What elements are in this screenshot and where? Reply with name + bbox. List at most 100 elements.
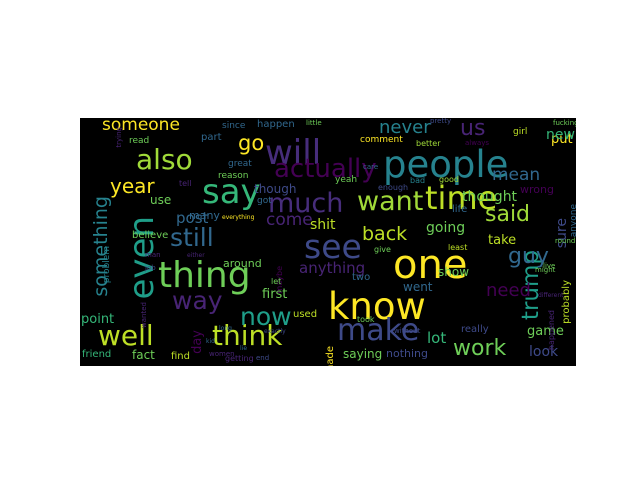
word-lot: lot <box>427 329 447 347</box>
word-though: though <box>254 182 297 196</box>
word-around: around <box>223 257 262 270</box>
word-us: us <box>460 118 486 141</box>
word-reason: reason <box>218 171 249 181</box>
word-least: least <box>448 243 468 252</box>
word-long: long <box>219 325 232 332</box>
word-many: many <box>189 209 220 222</box>
word-wrong: wrong <box>520 183 554 196</box>
word-care: care <box>363 163 379 171</box>
word-come: come <box>266 210 313 230</box>
word-show: show <box>438 265 470 279</box>
word-actually: actually <box>274 154 377 184</box>
word-trying: trying <box>115 127 123 148</box>
word-job: job <box>145 264 156 272</box>
word-mean: mean <box>492 165 541 185</box>
word-work: work <box>453 336 507 361</box>
word-really: really <box>461 324 489 335</box>
word-lie: lie <box>240 345 248 352</box>
word-said: said <box>485 202 531 227</box>
word-find: find <box>171 351 190 362</box>
word-took: took <box>357 315 375 324</box>
word-without: without <box>394 327 421 335</box>
word-probably: probably <box>561 280 572 324</box>
word-see: see <box>304 227 362 266</box>
word-never: never <box>379 118 431 138</box>
word-nothing: nothing <box>386 347 428 360</box>
word-go: go <box>238 131 265 155</box>
word-getting: getting <box>225 354 254 363</box>
word-might: might <box>535 266 556 274</box>
word-take: take <box>488 233 517 248</box>
word-well: well <box>98 319 154 352</box>
word-say: say <box>202 172 261 212</box>
word-thought: thought <box>462 189 518 205</box>
word-point: point <box>81 312 115 327</box>
word-women: women <box>209 350 235 358</box>
word-got: got <box>257 196 272 206</box>
word-better: better <box>416 139 441 148</box>
word-fact: fact <box>132 348 155 362</box>
word-went: went <box>403 280 433 294</box>
word-exactly: exactly <box>264 328 286 335</box>
word-someone: someone <box>102 118 180 135</box>
word-good: good <box>439 175 459 184</box>
word-first: first <box>262 287 288 302</box>
word-use: use <box>150 193 172 207</box>
word-different: different <box>538 292 564 299</box>
word-know: know <box>328 285 426 328</box>
word-friend: friend <box>82 349 112 360</box>
word-year: year <box>110 174 155 198</box>
word-wanted: wanted <box>140 302 148 328</box>
word-day: day <box>190 330 205 354</box>
word-since: since <box>222 121 246 131</box>
word-end: end <box>256 354 270 362</box>
word-comment: comment <box>360 135 403 145</box>
word-cloud: people one know time thing say even will see make… <box>80 118 576 366</box>
word-live: live <box>543 262 556 270</box>
word-happened: happened <box>547 310 556 351</box>
word-everything: everything <box>222 214 255 221</box>
word-little: little <box>306 119 322 127</box>
word-anyone: anyone <box>569 204 576 238</box>
word-believe: believe <box>132 230 169 241</box>
word-people: people <box>383 143 509 186</box>
word-give: give <box>374 245 391 254</box>
word-look: look <box>529 344 559 360</box>
word-either: either <box>187 252 205 259</box>
word-game: game <box>527 324 564 339</box>
word-two: two <box>352 272 371 283</box>
word-girl: girl <box>513 127 528 137</box>
word-great: great <box>228 159 252 169</box>
word-thing: thing <box>158 255 251 296</box>
word-fucking: fucking <box>553 119 576 127</box>
word-saying: saying <box>343 347 383 361</box>
word-shit: shit <box>310 217 336 233</box>
word-back: back <box>362 223 408 245</box>
word-also: also <box>136 143 193 176</box>
word-read: read <box>129 136 150 146</box>
word-want: want <box>357 186 424 217</box>
word-now: now <box>240 302 292 331</box>
word-time: time <box>425 179 498 217</box>
word-anything: anything <box>299 259 366 277</box>
word-put: put <box>551 132 573 147</box>
word-kid: kid <box>206 338 215 345</box>
word-used: used <box>293 309 318 320</box>
word-life: life <box>452 204 468 215</box>
word-man: man <box>145 251 161 259</box>
word-happen: happen <box>257 119 295 130</box>
word-always: always <box>465 139 490 147</box>
word-pretty: pretty <box>430 118 452 125</box>
word-make: make <box>337 313 420 348</box>
word-still: still <box>170 223 214 252</box>
word-new: new <box>546 127 575 143</box>
word-post: post <box>176 209 209 227</box>
word-need: need <box>486 280 531 301</box>
word-made: made <box>325 346 336 366</box>
word-will: will <box>265 133 322 173</box>
word-part: part <box>201 132 222 143</box>
word-going: going <box>426 220 466 236</box>
word-tell: tell <box>179 179 192 188</box>
word-one: one <box>393 242 468 288</box>
word-yeah: yeah <box>335 175 358 185</box>
